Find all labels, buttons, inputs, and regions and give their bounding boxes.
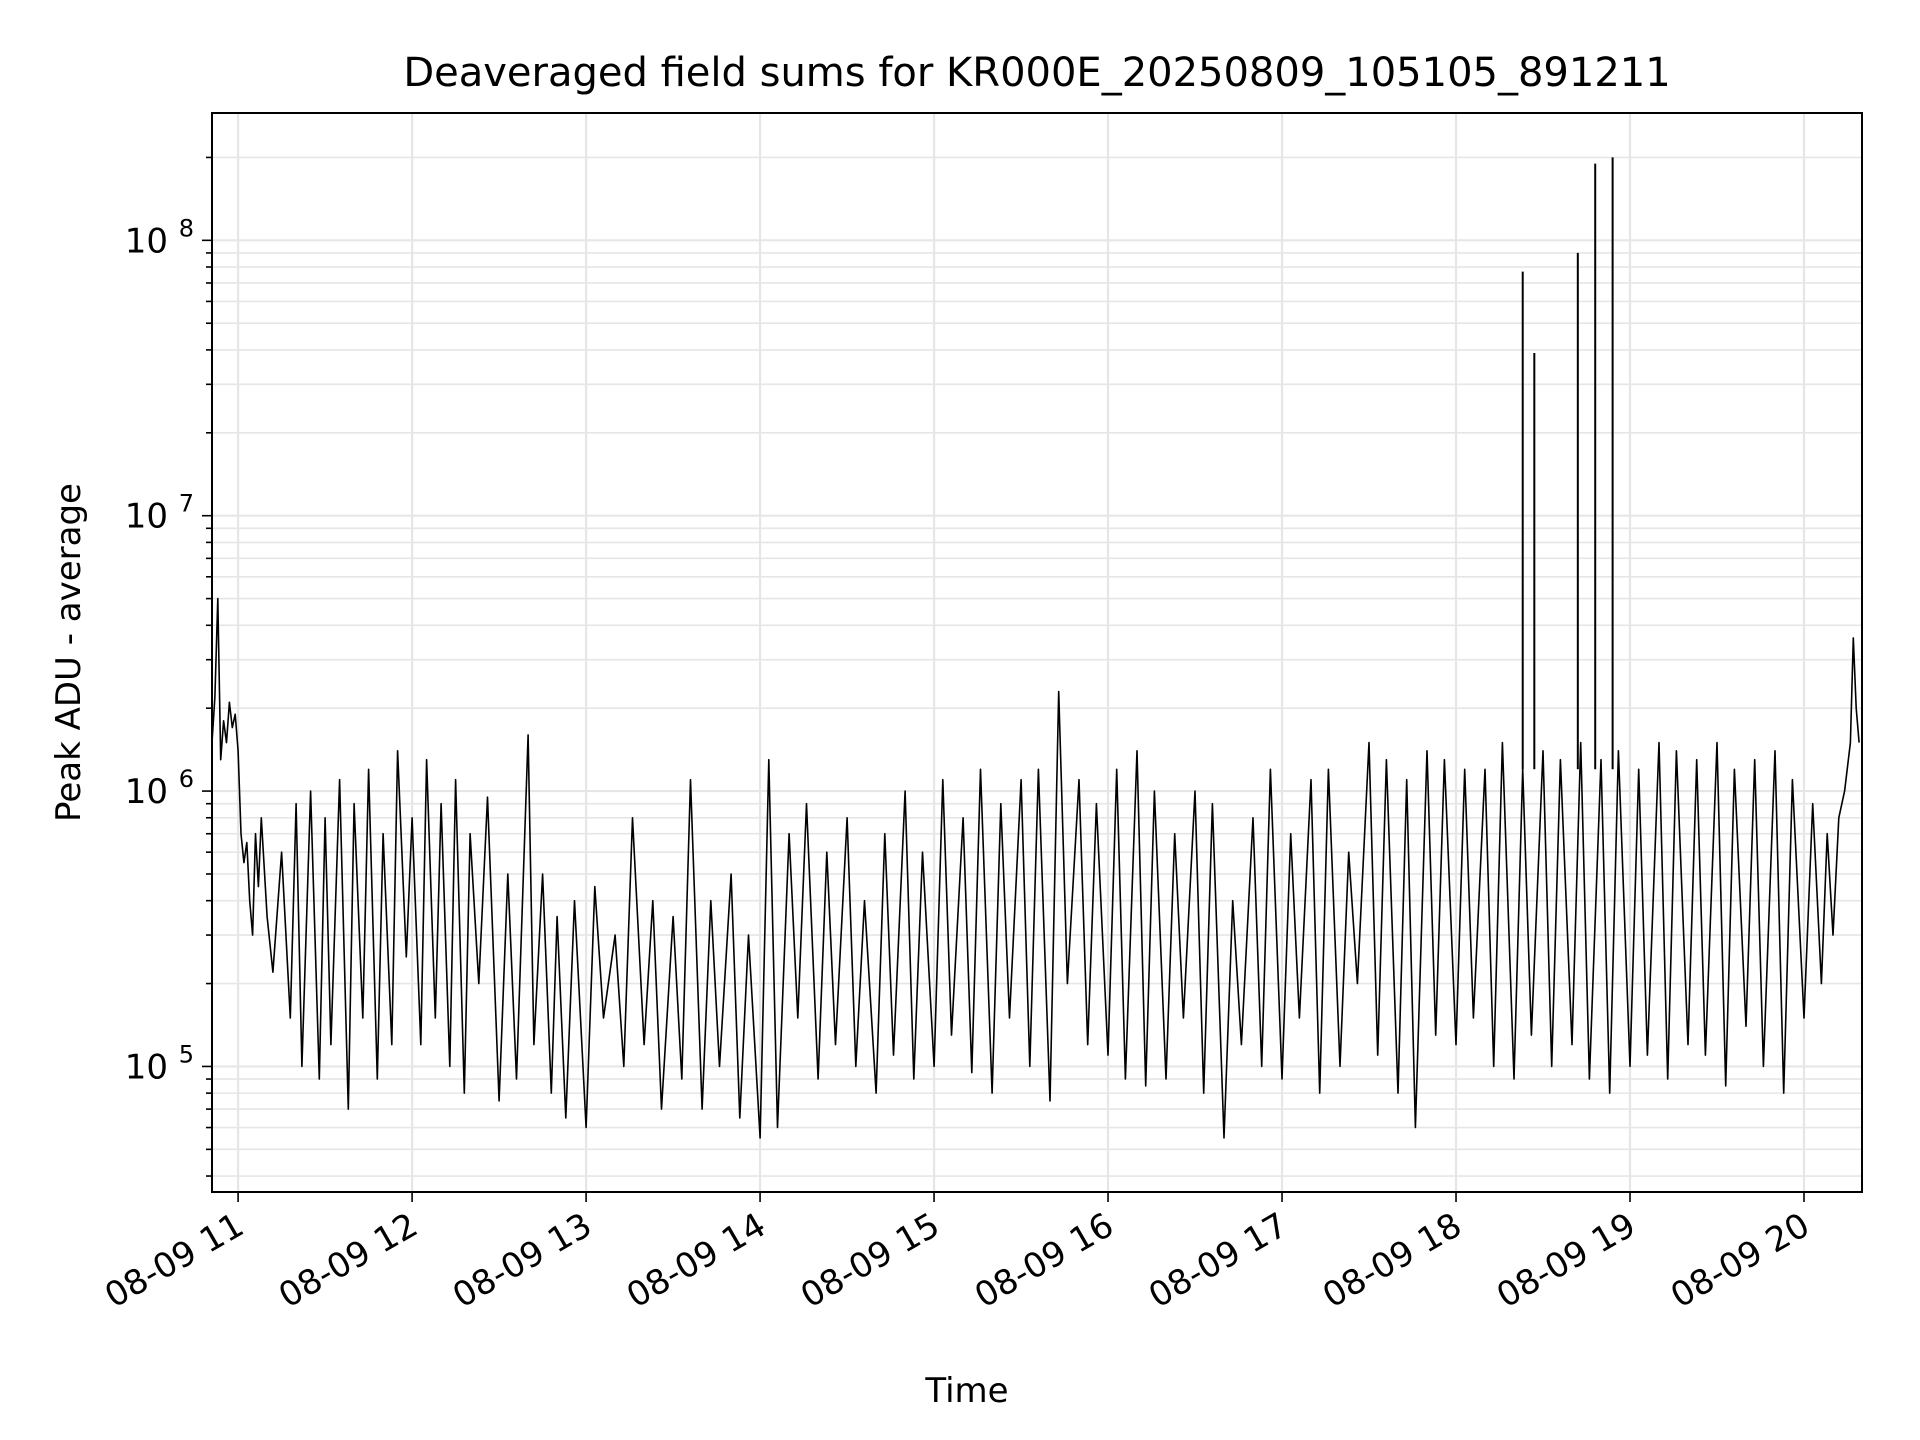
y-tick-label: 10 <box>125 772 168 812</box>
y-tick-exponent: 8 <box>179 214 194 242</box>
y-tick-exponent: 6 <box>179 765 194 793</box>
grid <box>212 113 1862 1192</box>
chart-title: Deaveraged field sums for KR000E_2025080… <box>403 50 1670 96</box>
y-tick-label: 10 <box>125 221 168 261</box>
y-axis-label: Peak ADU - average <box>49 483 89 822</box>
x-axis-label: Time <box>924 1371 1008 1411</box>
plot-frame <box>211 112 1863 1193</box>
y-tick-label: 10 <box>125 497 168 537</box>
y-tick-exponent: 7 <box>179 490 194 518</box>
y-tick-label: 10 <box>125 1047 168 1087</box>
series-line <box>211 597 1860 1139</box>
y-tick-exponent: 5 <box>179 1040 194 1068</box>
plot-area <box>211 157 1860 1139</box>
